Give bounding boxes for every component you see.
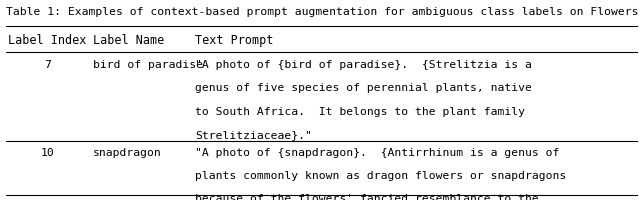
Text: plants commonly known as dragon flowers or snapdragons: plants commonly known as dragon flowers … [195, 170, 566, 180]
Text: "A photo of {bird of paradise}.  {Strelitzia is a: "A photo of {bird of paradise}. {Strelit… [195, 60, 532, 70]
Text: genus of five species of perennial plants, native: genus of five species of perennial plant… [195, 83, 532, 93]
Text: Table 1: Examples of context-based prompt augmentation for ambiguous class label: Table 1: Examples of context-based promp… [6, 7, 640, 17]
Text: 10: 10 [41, 147, 55, 157]
Text: because of the flowers' fancied resemblance to the: because of the flowers' fancied resembla… [195, 193, 539, 200]
Text: Label Name: Label Name [93, 34, 164, 47]
Text: "A photo of {snapdragon}.  {Antirrhinum is a genus of: "A photo of {snapdragon}. {Antirrhinum i… [195, 147, 559, 157]
Text: to South Africa.  It belongs to the plant family: to South Africa. It belongs to the plant… [195, 106, 525, 116]
Text: snapdragon: snapdragon [93, 147, 161, 157]
Text: 7: 7 [45, 60, 51, 70]
Text: Text Prompt: Text Prompt [195, 34, 273, 47]
Text: Strelitziaceae}.": Strelitziaceae}." [195, 129, 312, 139]
Text: Label Index: Label Index [8, 34, 86, 47]
Text: bird of paradise: bird of paradise [93, 60, 203, 70]
